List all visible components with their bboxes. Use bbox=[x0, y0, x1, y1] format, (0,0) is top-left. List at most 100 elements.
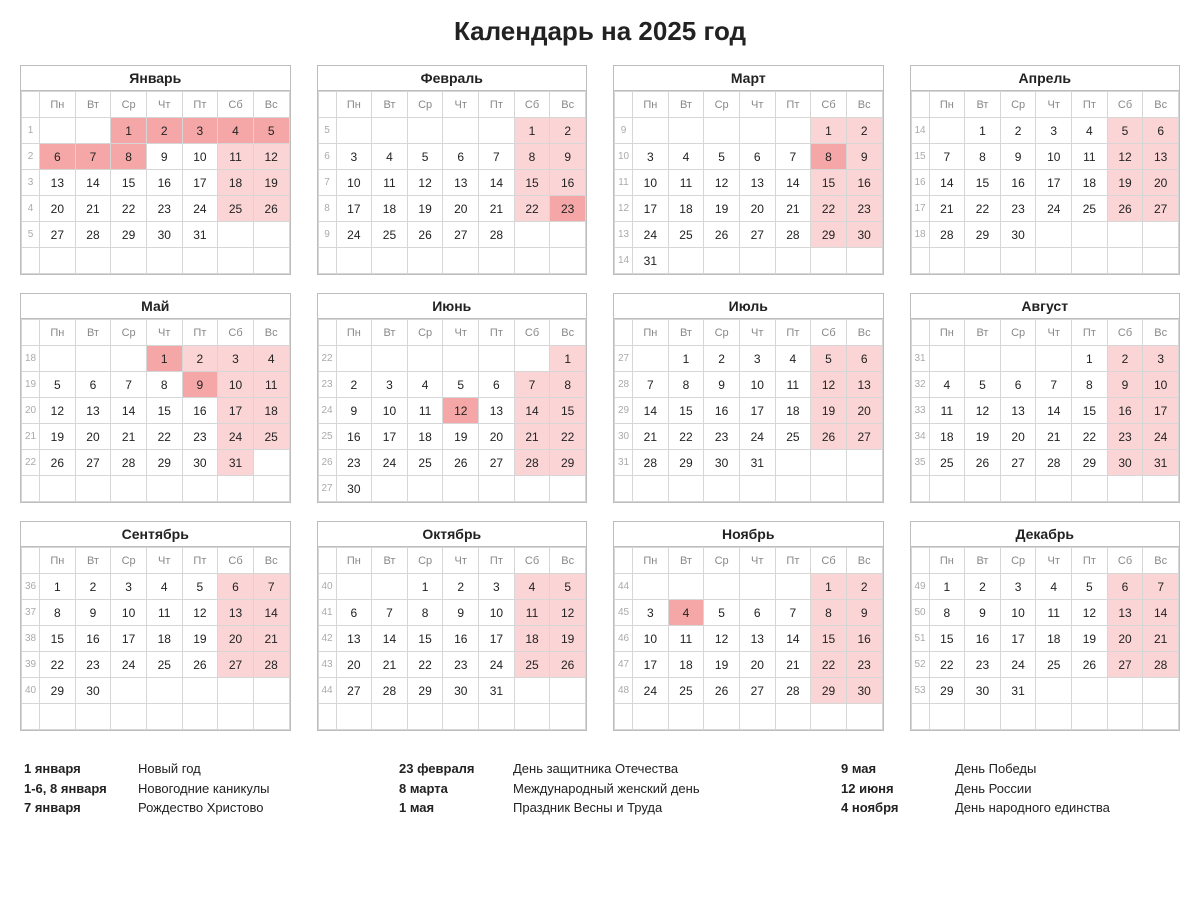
day-cell: 1 bbox=[668, 346, 704, 372]
day-cell: 11 bbox=[668, 170, 704, 196]
day-cell: 11 bbox=[1072, 144, 1108, 170]
day-cell: 30 bbox=[1000, 222, 1036, 248]
empty-cell bbox=[668, 476, 704, 502]
empty-cell bbox=[407, 118, 443, 144]
weekday-header: Пт bbox=[479, 548, 515, 574]
day-cell: 22 bbox=[407, 652, 443, 678]
empty-cell bbox=[1107, 222, 1143, 248]
day-cell: 15 bbox=[514, 170, 550, 196]
empty-cell bbox=[739, 704, 775, 730]
day-cell: 26 bbox=[965, 450, 1001, 476]
week-number: 29 bbox=[615, 398, 633, 424]
week-number: 22 bbox=[22, 450, 40, 476]
weekday-header: Сб bbox=[1107, 548, 1143, 574]
day-cell: 28 bbox=[1036, 450, 1072, 476]
day-cell: 11 bbox=[407, 398, 443, 424]
holiday-date: 9 мая bbox=[841, 759, 941, 779]
day-cell: 21 bbox=[775, 196, 811, 222]
day-cell: 12 bbox=[550, 600, 586, 626]
day-cell: 30 bbox=[704, 450, 740, 476]
year-grid: ЯнварьПнВтСрЧтПтСбВс1 123452678910111231… bbox=[20, 65, 1180, 731]
day-cell: 20 bbox=[739, 652, 775, 678]
day-cell: 13 bbox=[739, 626, 775, 652]
day-cell: 18 bbox=[372, 196, 408, 222]
day-cell: 1 bbox=[811, 118, 847, 144]
weekday-header: Сб bbox=[514, 92, 550, 118]
empty-cell bbox=[739, 476, 775, 502]
holiday-date: 4 ноября bbox=[841, 798, 941, 818]
empty-cell bbox=[146, 678, 182, 704]
day-cell: 24 bbox=[633, 222, 669, 248]
empty-cell bbox=[1072, 222, 1108, 248]
day-cell: 20 bbox=[75, 424, 111, 450]
day-cell: 25 bbox=[514, 652, 550, 678]
day-cell: 11 bbox=[1036, 600, 1072, 626]
day-cell: 14 bbox=[775, 170, 811, 196]
weekday-header: Вс bbox=[253, 92, 289, 118]
empty-cell bbox=[775, 118, 811, 144]
day-cell: 28 bbox=[633, 450, 669, 476]
empty-cell bbox=[111, 704, 147, 730]
holiday-name: Новый год bbox=[138, 759, 201, 779]
week-number: 22 bbox=[318, 346, 336, 372]
day-cell: 2 bbox=[965, 574, 1001, 600]
day-cell: 3 bbox=[336, 144, 372, 170]
holiday-column: 23 февраляДень защитника Отечества8 март… bbox=[399, 759, 801, 818]
week-number: 36 bbox=[22, 574, 40, 600]
weekday-header: Ср bbox=[1000, 92, 1036, 118]
weekday-header: Сб bbox=[1107, 320, 1143, 346]
day-cell: 23 bbox=[336, 450, 372, 476]
week-number: 43 bbox=[318, 652, 336, 678]
day-cell: 15 bbox=[40, 626, 76, 652]
day-cell: 15 bbox=[550, 398, 586, 424]
weekday-header: Вс bbox=[846, 548, 882, 574]
day-cell: 20 bbox=[40, 196, 76, 222]
empty-cell bbox=[929, 704, 965, 730]
day-cell: 28 bbox=[372, 678, 408, 704]
day-cell: 7 bbox=[775, 600, 811, 626]
empty-cell bbox=[775, 248, 811, 274]
week-number: 18 bbox=[22, 346, 40, 372]
day-cell: 14 bbox=[479, 170, 515, 196]
weekday-header: Пн bbox=[929, 320, 965, 346]
empty-cell bbox=[1143, 248, 1179, 274]
month-table: ПнВтСрЧтПтСбВс9 121034567891110111213141… bbox=[614, 91, 883, 274]
day-cell: 12 bbox=[704, 626, 740, 652]
empty-cell bbox=[75, 346, 111, 372]
holiday-name: Рождество Христово bbox=[138, 798, 263, 818]
empty-cell bbox=[146, 704, 182, 730]
day-cell: 10 bbox=[372, 398, 408, 424]
empty-cell bbox=[40, 704, 76, 730]
day-cell: 4 bbox=[1072, 118, 1108, 144]
day-cell: 24 bbox=[1000, 652, 1036, 678]
empty-cell bbox=[668, 118, 704, 144]
empty-cell bbox=[253, 248, 289, 274]
day-cell: 28 bbox=[929, 222, 965, 248]
weekday-header: Ср bbox=[704, 92, 740, 118]
empty-cell bbox=[407, 476, 443, 502]
weekday-header: Вс bbox=[846, 92, 882, 118]
weekday-header: Сб bbox=[514, 548, 550, 574]
weekday-header: Сб bbox=[811, 92, 847, 118]
day-cell: 12 bbox=[40, 398, 76, 424]
empty-cell bbox=[1000, 476, 1036, 502]
empty-cell bbox=[1072, 704, 1108, 730]
day-cell: 25 bbox=[218, 196, 254, 222]
day-cell: 4 bbox=[253, 346, 289, 372]
holiday-date: 8 марта bbox=[399, 779, 499, 799]
empty-cell bbox=[372, 346, 408, 372]
day-cell: 30 bbox=[182, 450, 218, 476]
day-cell: 20 bbox=[1000, 424, 1036, 450]
weekday-header: Сб bbox=[218, 548, 254, 574]
day-cell: 9 bbox=[550, 144, 586, 170]
day-cell: 19 bbox=[182, 626, 218, 652]
holiday-row: 9 маяДень Победы bbox=[841, 759, 1176, 779]
weekday-header: Вт bbox=[965, 92, 1001, 118]
empty-cell bbox=[218, 476, 254, 502]
weekday-header: Чт bbox=[1036, 548, 1072, 574]
day-cell: 1 bbox=[550, 346, 586, 372]
empty-cell bbox=[75, 248, 111, 274]
day-cell: 11 bbox=[253, 372, 289, 398]
day-cell: 23 bbox=[182, 424, 218, 450]
weekday-header: Пн bbox=[336, 92, 372, 118]
